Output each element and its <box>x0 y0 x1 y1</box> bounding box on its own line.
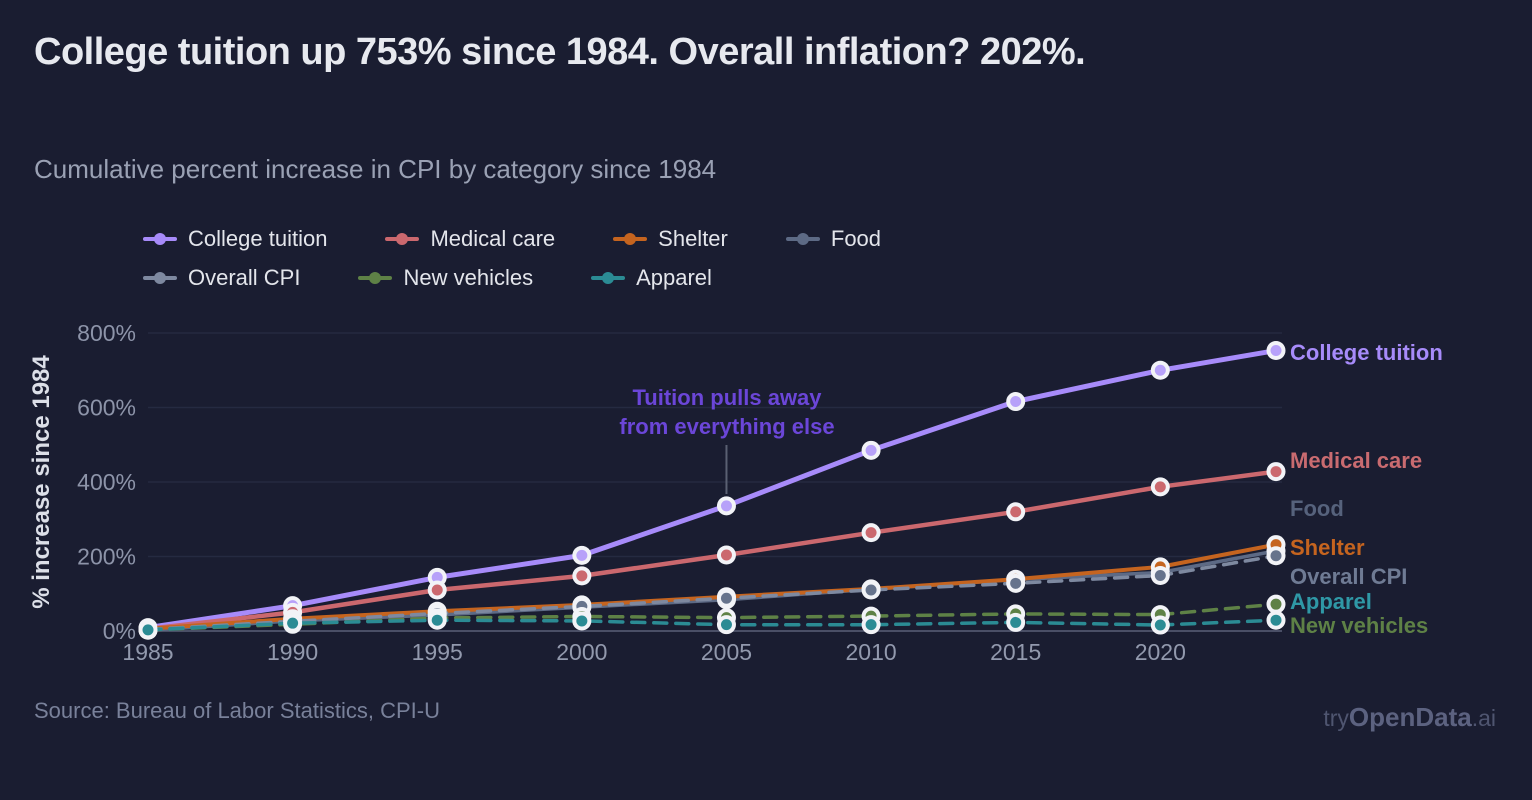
data-point-college-tuition <box>716 496 736 516</box>
series-line-medical-care <box>145 469 1279 632</box>
data-point-overall-cpi <box>1006 573 1026 593</box>
x-tick-label: 1990 <box>267 639 318 665</box>
end-label-shelter: Shelter <box>1290 535 1365 560</box>
x-tick-label: 1985 <box>122 639 173 665</box>
legend-row: College tuition Medical care Shelter Food <box>143 226 881 252</box>
annotation-line2: from everything else <box>619 414 835 439</box>
end-label-overall-cpi: Overall CPI <box>1290 564 1408 589</box>
data-point-medical-care <box>861 523 881 543</box>
data-point-apparel <box>572 611 592 631</box>
legend-swatch-icon <box>785 233 820 245</box>
data-point-medical-care <box>716 545 736 565</box>
end-label-new-vehicles: New vehicles <box>1290 613 1429 638</box>
legend-item-overall-cpi: Overall CPI <box>143 265 300 291</box>
y-tick-label: 0% <box>103 618 136 644</box>
data-point-overall-cpi <box>1150 565 1170 585</box>
chart-title: College tuition up 753% since 1984. Over… <box>34 31 1086 73</box>
legend-item-college-tuition: College tuition <box>143 226 327 252</box>
x-tick-label: 2015 <box>990 639 1041 665</box>
data-point-college-tuition <box>1266 341 1286 361</box>
legend-item-food: Food <box>785 226 882 252</box>
legend-label: Overall CPI <box>188 265 301 290</box>
legend-swatch-icon <box>358 272 393 284</box>
data-point-apparel <box>1006 612 1026 632</box>
data-point-overall-cpi <box>716 588 736 608</box>
data-point-overall-cpi <box>861 580 881 600</box>
end-label-college-tuition: College tuition <box>1290 340 1443 365</box>
data-point-apparel <box>283 613 303 633</box>
series-line-apparel <box>146 618 1278 632</box>
x-tick-label: 2020 <box>1135 639 1186 665</box>
legend-item-apparel: Apparel <box>591 265 712 291</box>
data-point-apparel <box>1150 615 1170 635</box>
logo-prefix: try <box>1323 705 1349 731</box>
data-point-apparel <box>138 620 158 640</box>
data-point-college-tuition <box>1150 360 1170 380</box>
data-point-college-tuition <box>861 440 881 460</box>
chart-subtitle: Cumulative percent increase in CPI by ca… <box>34 154 717 184</box>
legend-swatch-icon <box>591 272 626 284</box>
line-chart-plot: 0% 200% 400% 600% 800% 1985 1990 1995 2000 2005 20… <box>77 320 1286 665</box>
x-tick-label: 2005 <box>701 639 752 665</box>
legend-label: Apparel <box>636 265 712 290</box>
y-axis-label: % increase since 1984 <box>28 355 55 609</box>
legend-label: New vehicles <box>403 265 534 290</box>
legend-item-shelter: Shelter <box>613 226 728 252</box>
legend-label: Medical care <box>430 226 556 251</box>
legend-item-new-vehicles: New vehicles <box>358 265 533 291</box>
legend-label: Shelter <box>658 226 728 251</box>
legend-swatch-icon <box>143 233 177 245</box>
legend-item-medical-care: Medical care <box>385 226 555 252</box>
logo-suffix: .ai <box>1471 705 1496 731</box>
y-tick-label: 600% <box>77 395 136 421</box>
data-point-apparel <box>427 610 447 630</box>
data-point-medical-care <box>1006 502 1026 522</box>
legend-label: College tuition <box>188 226 328 251</box>
data-point-apparel <box>861 615 881 635</box>
end-label-medical-care: Medical care <box>1290 448 1423 473</box>
data-point-apparel <box>1266 610 1286 630</box>
data-point-college-tuition <box>1006 392 1026 412</box>
data-point-apparel <box>716 615 736 635</box>
data-point-college-tuition <box>572 545 592 565</box>
legend-swatch-icon <box>613 233 648 245</box>
logo-brand: OpenData <box>1348 702 1472 732</box>
annotation-text: Tuition pulls away from everything else <box>564 383 890 441</box>
annotation-line1: Tuition pulls away <box>632 385 822 410</box>
data-point-medical-care <box>1266 462 1286 482</box>
end-label-apparel: Apparel <box>1290 589 1372 614</box>
y-tick-label: 800% <box>77 320 136 346</box>
data-point-medical-care <box>572 566 592 586</box>
legend-row: Overall CPI New vehicles Apparel <box>143 265 881 291</box>
x-tick-label: 2000 <box>556 639 607 665</box>
x-tick-label: 1995 <box>412 639 463 665</box>
data-point-medical-care <box>427 580 447 600</box>
x-tick-label: 2010 <box>845 639 896 665</box>
y-tick-label: 400% <box>77 469 136 495</box>
legend: College tuition Medical care Shelter Food Ov… <box>143 226 881 291</box>
tryopendata-logo: try OpenData .ai <box>1323 702 1496 733</box>
legend-label: Food <box>830 226 882 251</box>
data-point-medical-care <box>1150 477 1170 497</box>
legend-swatch-icon <box>385 233 420 245</box>
data-point-new-vehicles <box>1266 594 1286 614</box>
source-credit: Source: Bureau of Labor Statistics, CPI-… <box>34 698 440 723</box>
end-label-food: Food <box>1290 496 1344 521</box>
data-point-overall-cpi <box>1266 546 1286 566</box>
legend-swatch-icon <box>143 272 177 284</box>
y-tick-label: 200% <box>77 544 136 570</box>
